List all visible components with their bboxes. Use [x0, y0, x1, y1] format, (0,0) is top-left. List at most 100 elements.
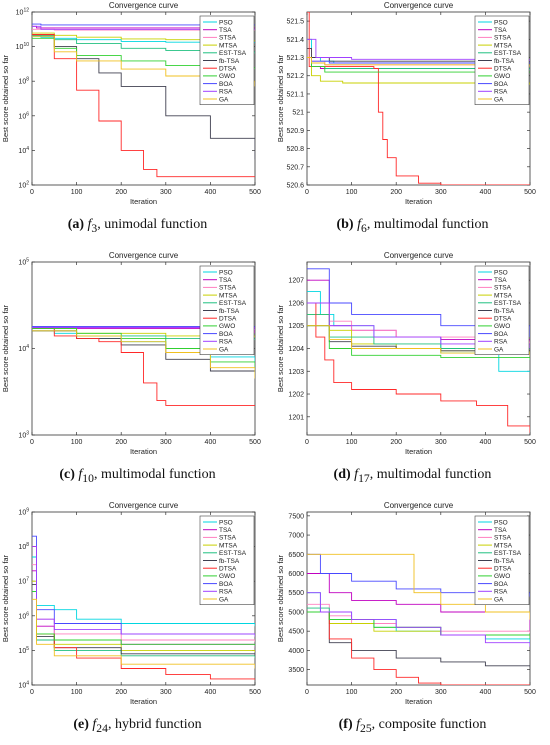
legend-label: RSA	[494, 89, 508, 96]
legend-label: fb-TSA	[219, 558, 240, 565]
legend-label: MTSA	[494, 542, 513, 549]
x-axis-label: Iteration	[130, 697, 157, 706]
y-tick-label: 7000	[288, 533, 304, 540]
series-group	[32, 325, 255, 406]
legend-label: RSA	[494, 589, 508, 596]
y-tick-label: 1201	[288, 414, 304, 421]
x-tick-label: 100	[346, 189, 358, 196]
y-tick-label: 5000	[288, 609, 304, 616]
series-line-ga	[307, 553, 530, 620]
legend-label: GWO	[494, 73, 510, 80]
chart-f: Convergence curve 0 100 200 300 400 500 3500 400…	[276, 501, 536, 706]
x-tick-label: 500	[524, 189, 536, 196]
x-tick-label: 300	[160, 189, 172, 196]
x-tick-label: 400	[205, 689, 217, 696]
legend-label: EST-TSA	[494, 550, 522, 557]
y-tick-label: 102	[18, 181, 29, 190]
series-line-boa	[32, 325, 255, 328]
y-tick-label: 1206	[288, 300, 304, 307]
panel-f: Convergence curve 0 100 200 300 400 500 3500 400…	[275, 500, 550, 745]
y-tick-label: 108	[18, 77, 29, 86]
legend-label: STSA	[219, 35, 237, 42]
legend-label: BOA	[494, 331, 508, 338]
chart-a: Convergence curve 0 100 200 300 400 500 102 104 1…	[1, 1, 261, 206]
x-tick-label: 100	[71, 439, 83, 446]
legend-label: MTSA	[494, 42, 513, 49]
caption-e-letter: (e)	[73, 717, 89, 732]
legend-label: RSA	[219, 339, 233, 346]
caption-e-sub: 24	[96, 721, 108, 735]
legend-label: fb-TSA	[494, 308, 515, 315]
x-tick-label: 200	[115, 189, 127, 196]
series-line-boa	[32, 23, 255, 26]
caption-e-rest: , hybrid function	[107, 717, 202, 732]
x-tick-label: 500	[524, 689, 536, 696]
series-line-tsa	[32, 328, 255, 334]
y-tick-label: 520.8	[286, 146, 304, 153]
legend-label: EST-TSA	[219, 550, 247, 557]
caption-b: (b) f6, multimodal function	[275, 217, 550, 235]
x-axis-label: Iteration	[130, 197, 157, 206]
series-group	[32, 23, 255, 178]
caption-f: (f) f25, composite function	[275, 717, 550, 735]
caption-c: (c) f10, multimodal function	[0, 467, 275, 485]
x-tick-label: 0	[305, 189, 309, 196]
chart-title: Convergence curve	[384, 1, 454, 10]
y-tick-label: 106	[18, 111, 29, 120]
x-tick-label: 0	[30, 689, 34, 696]
x-axis-label: Iteration	[130, 447, 157, 456]
legend-label: TSA	[219, 277, 232, 284]
x-tick-label: 400	[205, 439, 217, 446]
legend-label: PSO	[494, 19, 508, 26]
legend-label: MTSA	[494, 292, 513, 299]
legend-label: GWO	[494, 573, 510, 580]
legend-label: TSA	[494, 27, 507, 34]
legend-label: GWO	[219, 323, 235, 330]
legend-label: STSA	[219, 285, 237, 292]
y-tick-label: 520.6	[286, 183, 304, 190]
caption-d-sub: 17	[358, 471, 370, 485]
legend-label: DTSA	[219, 316, 237, 323]
legend-label: DTSA	[494, 66, 512, 73]
caption-c-func: f	[78, 467, 83, 482]
caption-d: (d) f17, multimodal function	[275, 467, 550, 485]
legend-label: GA	[219, 346, 229, 353]
y-tick-label: 521	[292, 110, 304, 117]
y-tick-label: 7500	[288, 513, 304, 520]
caption-c-rest: , multimodal function	[93, 467, 216, 482]
x-tick-label: 200	[390, 189, 402, 196]
y-tick-label: 1202	[288, 392, 304, 399]
y-tick-label: 3500	[288, 667, 304, 674]
y-tick-label: 1010	[16, 42, 30, 51]
y-tick-label: 104	[18, 146, 29, 155]
y-tick-label: 106	[18, 611, 29, 620]
y-tick-label: 5500	[288, 590, 304, 597]
legend-label: TSA	[494, 527, 507, 534]
y-tick-label: 521.1	[286, 91, 304, 98]
chart-c: Convergence curve 0 100 200 300 400 500 103 104 1…	[1, 251, 261, 456]
series-line-dtsa	[32, 328, 255, 406]
y-tick-label: 103	[18, 431, 29, 440]
legend-label: DTSA	[494, 566, 512, 573]
series-line-tsa	[307, 573, 530, 632]
legend-label: PSO	[219, 269, 233, 276]
y-tick-label: 521.3	[286, 55, 304, 62]
legend-label: fb-TSA	[494, 558, 515, 565]
x-axis-label: Iteration	[405, 447, 432, 456]
caption-c-letter: (c)	[59, 467, 75, 482]
y-tick-label: 104	[18, 681, 29, 690]
y-tick-label: 6500	[288, 552, 304, 559]
series-group	[32, 535, 255, 680]
legend-label: EST-TSA	[494, 50, 522, 57]
y-axis-label: Best score obtained so far	[276, 54, 285, 142]
x-tick-label: 200	[390, 689, 402, 696]
panel-d: Convergence curve 0 100 200 300 400 500 1201 120…	[275, 250, 550, 495]
series-line-dtsa	[307, 12, 530, 185]
caption-d-func: f	[354, 467, 359, 482]
chart-b: Convergence curve 0 100 200 300 400 500 520.6 52…	[276, 1, 536, 206]
y-tick-label: 1203	[288, 369, 304, 376]
x-tick-label: 400	[480, 689, 492, 696]
legend-label: DTSA	[219, 66, 237, 73]
series-line-dtsa	[32, 34, 255, 178]
legend-label: BOA	[219, 81, 233, 88]
